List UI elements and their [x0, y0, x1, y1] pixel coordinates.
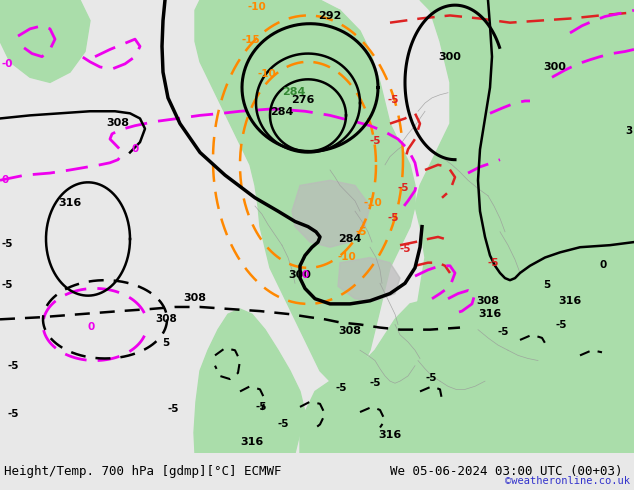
- Text: -5: -5: [2, 239, 13, 249]
- Text: 284: 284: [282, 87, 306, 97]
- Text: 5: 5: [543, 280, 550, 291]
- Text: -5: -5: [335, 384, 347, 393]
- Text: -5: -5: [555, 319, 567, 330]
- Polygon shape: [194, 309, 305, 453]
- Text: -10: -10: [338, 251, 357, 262]
- Text: 5: 5: [162, 338, 169, 348]
- Text: 3: 3: [625, 126, 632, 136]
- Text: 316: 316: [479, 309, 501, 319]
- Text: -5: -5: [8, 361, 20, 371]
- Polygon shape: [0, 0, 90, 82]
- Polygon shape: [292, 180, 370, 247]
- Text: 300: 300: [543, 62, 566, 72]
- Polygon shape: [195, 0, 415, 386]
- Text: 308: 308: [338, 326, 361, 336]
- Text: 0: 0: [2, 175, 10, 185]
- Text: 284: 284: [339, 234, 361, 244]
- Text: -10: -10: [363, 198, 382, 208]
- Text: -5: -5: [2, 280, 13, 291]
- Text: -10: -10: [248, 2, 267, 12]
- Polygon shape: [410, 0, 634, 453]
- Text: -5: -5: [168, 404, 179, 414]
- Text: -5: -5: [355, 227, 366, 237]
- Text: -5: -5: [255, 402, 266, 412]
- Text: -5: -5: [425, 373, 436, 383]
- Text: 300: 300: [288, 270, 311, 280]
- Text: 308: 308: [155, 315, 177, 324]
- Text: 316: 316: [559, 296, 581, 306]
- Text: 308: 308: [477, 296, 500, 306]
- Text: 0: 0: [88, 321, 95, 332]
- Text: -5: -5: [8, 409, 20, 419]
- Text: -0: -0: [2, 59, 13, 69]
- Polygon shape: [250, 0, 350, 67]
- Text: Height/Temp. 700 hPa [gdmp][°C] ECMWF: Height/Temp. 700 hPa [gdmp][°C] ECMWF: [4, 465, 281, 478]
- Text: 308: 308: [183, 293, 207, 303]
- Polygon shape: [338, 258, 400, 301]
- Text: -5: -5: [488, 258, 500, 268]
- Text: 0: 0: [600, 260, 607, 270]
- Text: 316: 316: [58, 198, 82, 208]
- Text: 0: 0: [302, 270, 309, 280]
- Text: -15: -15: [242, 35, 261, 45]
- Text: 308: 308: [107, 118, 129, 128]
- Text: 292: 292: [318, 11, 342, 21]
- Text: -10: -10: [258, 69, 277, 79]
- Text: -5: -5: [388, 214, 399, 223]
- Text: -5: -5: [370, 378, 382, 388]
- Text: -5: -5: [278, 419, 290, 430]
- Text: -5: -5: [398, 183, 410, 193]
- Text: -5: -5: [388, 95, 399, 105]
- Text: -5: -5: [400, 245, 411, 254]
- Text: We 05-06-2024 03:00 UTC (00+03): We 05-06-2024 03:00 UTC (00+03): [390, 465, 623, 478]
- Polygon shape: [300, 299, 634, 453]
- Text: 316: 316: [240, 437, 264, 447]
- Text: -5: -5: [498, 327, 510, 337]
- Text: 300: 300: [439, 52, 462, 62]
- Text: 276: 276: [291, 95, 314, 105]
- Text: -5: -5: [370, 136, 382, 146]
- Text: 0: 0: [132, 145, 139, 154]
- Text: 284: 284: [270, 107, 294, 118]
- Text: 316: 316: [378, 430, 401, 440]
- Text: ©weatheronline.co.uk: ©weatheronline.co.uk: [505, 476, 630, 486]
